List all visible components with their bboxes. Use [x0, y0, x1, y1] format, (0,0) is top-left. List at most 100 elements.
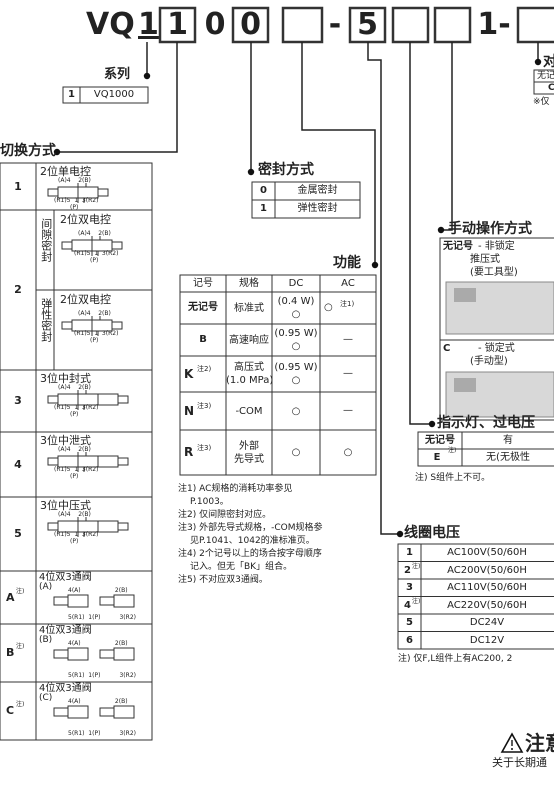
- valve-symbol: [99, 707, 115, 717]
- row-note: 注): [16, 701, 25, 708]
- connector: [441, 42, 453, 231]
- cell-line: (0.95 W): [274, 328, 318, 339]
- valve-symbol: [47, 395, 59, 404]
- valve-symbol: [53, 596, 69, 606]
- cell: 无记: [537, 71, 554, 81]
- code-box: [516, 6, 554, 44]
- switch-name: 2位双电控: [60, 293, 111, 306]
- port-label: (A)4 2(B): [78, 230, 111, 237]
- port-label: (A)4 2(B): [58, 446, 91, 453]
- cell-border: [0, 681, 153, 741]
- switch-name: 2位双电控: [60, 213, 111, 226]
- port-label: 5(R1) 1(P) 3(R2): [68, 672, 136, 679]
- code-box: [391, 6, 430, 44]
- code-box: [281, 6, 324, 44]
- valve-symbol: [47, 188, 59, 197]
- valve-symbol: [53, 707, 69, 717]
- item-text: - 锁定式: [478, 343, 515, 354]
- note: 注5) 不对应双3通阀。: [178, 575, 268, 585]
- valve-symbol: [111, 321, 123, 330]
- row-code: 5: [406, 617, 413, 628]
- valve-symbol: [53, 649, 69, 659]
- code-digit: 1-: [477, 7, 511, 42]
- cell-line: 标准式: [234, 302, 264, 314]
- valve-symbol: [113, 705, 135, 719]
- valve-symbol: [61, 241, 73, 250]
- note: ※仅: [533, 97, 550, 107]
- valve-symbol: [99, 596, 115, 606]
- product-image: [454, 288, 476, 302]
- port-label: (P): [90, 257, 99, 264]
- section-title: 对: [543, 54, 554, 70]
- row-note: 注3): [197, 402, 212, 410]
- cell: 金属密封: [297, 185, 338, 196]
- row-note: 注): [412, 562, 421, 570]
- bullet: [437, 226, 445, 234]
- bullet: [396, 530, 404, 538]
- cell: AC110V(50/60H: [447, 582, 527, 593]
- header-cell: AC: [341, 278, 355, 289]
- row-code: N: [184, 404, 195, 418]
- warning-icon: [500, 732, 524, 753]
- code-digit: 0: [204, 7, 226, 42]
- port-label: (P): [70, 473, 79, 480]
- switch-sub: (A): [39, 582, 53, 592]
- row-note: 注): [412, 597, 421, 605]
- valve-symbol: [67, 594, 89, 608]
- valve-symbol: [61, 321, 73, 330]
- cell: E: [433, 452, 441, 463]
- bullet: [428, 420, 436, 428]
- port-label: (R1)5 1 3(R2): [54, 404, 99, 411]
- port-label: (R1)5 1 3(R2): [74, 250, 119, 257]
- row-code: 2: [404, 564, 411, 576]
- cell-line: —: [343, 368, 353, 379]
- cell-line: ○: [343, 447, 353, 458]
- row-code: 3: [14, 394, 22, 407]
- valve-symbol: [111, 241, 123, 250]
- cell: 无记号: [425, 435, 455, 446]
- cell: AC100V(50/60H: [447, 547, 527, 558]
- valve-symbol: [99, 649, 115, 659]
- bullet: [534, 58, 542, 66]
- cell-note: 注1): [340, 300, 355, 308]
- row-code: 3: [406, 582, 413, 593]
- row-code: 1: [406, 547, 413, 558]
- port-label: (R1)5 1 3(R2): [54, 531, 99, 538]
- valve-symbol: [97, 520, 119, 533]
- bullet: [53, 148, 61, 156]
- cell: C: [548, 83, 554, 93]
- item-text: (手动型): [470, 356, 508, 367]
- row-note: 注): [16, 587, 25, 595]
- port-label: 5(R1) 1(P) 3(R2): [68, 730, 136, 737]
- row-code: B: [6, 646, 15, 659]
- cell-border: [397, 631, 554, 650]
- header-cell: 规格: [239, 278, 259, 289]
- switch-sub: (B): [39, 635, 53, 645]
- section-title: 密封方式: [258, 162, 314, 178]
- row-code: 5: [14, 527, 22, 540]
- connector: [367, 42, 400, 535]
- port-label: (R1)5 1 3(R2): [74, 330, 119, 337]
- cell-line: ○: [291, 341, 301, 352]
- header-cell: 记号: [193, 278, 213, 289]
- cell: 有: [503, 435, 513, 446]
- warning-icon: [511, 748, 513, 750]
- note: 记入。但无「BK」组合。: [190, 562, 293, 572]
- port-label: (R1)5 1 3(R2): [54, 197, 99, 204]
- valve-symbol: [117, 522, 129, 531]
- switch-name: 4位双3通阀: [39, 683, 92, 694]
- cell-border: [251, 199, 361, 219]
- cell-border: [439, 237, 554, 421]
- port-label: (A)4 2(B): [58, 511, 91, 518]
- cell-line: ○: [324, 302, 333, 313]
- row-code: K: [184, 367, 194, 381]
- port-label: 4(A) 2(B): [68, 698, 128, 705]
- port-label: (A)4 2(B): [58, 384, 91, 391]
- sub-label: 弹性密封: [39, 298, 53, 342]
- section-title: 指示灯、过电压: [437, 415, 535, 431]
- cell-line: (1.0 MPa): [226, 375, 274, 386]
- cell: AC200V(50/60H: [447, 564, 527, 576]
- port-label: (R1)5 1 3(R2): [54, 466, 99, 473]
- valve-symbol: [67, 647, 89, 661]
- connector: [301, 42, 376, 265]
